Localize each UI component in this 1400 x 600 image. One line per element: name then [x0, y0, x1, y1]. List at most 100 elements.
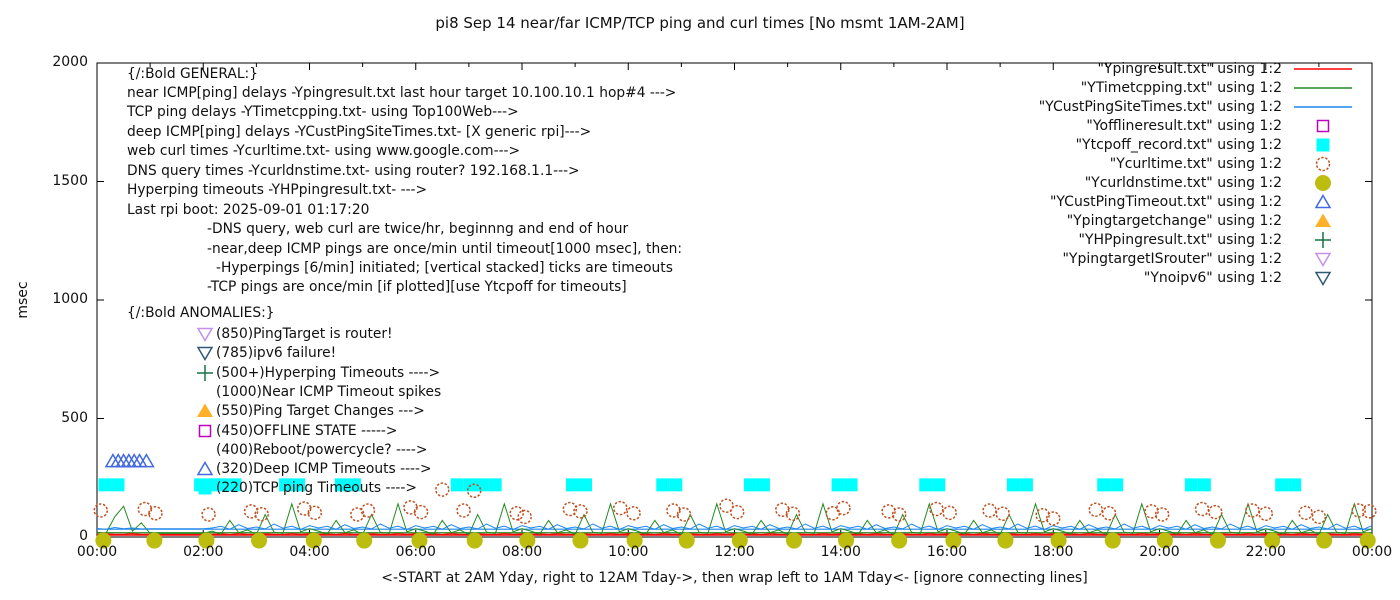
anomaly-text: (850)PingTarget is router!	[216, 326, 393, 342]
series-Ycurldnstime.txt-marker	[251, 532, 268, 549]
x-tick-label: 10:00	[608, 544, 649, 560]
series-Ytcpoff_record.txt-marker	[831, 478, 845, 492]
anomaly-text: (785)ipv6 failure!	[216, 345, 337, 362]
anomaly-item: (850)PingTarget is router!	[196, 325, 393, 343]
series-Ycurldnstime.txt-marker	[305, 532, 322, 549]
series-Ycurltime.txt-marker	[775, 502, 790, 517]
series-Ycurldnstime.txt-marker	[1209, 532, 1226, 549]
series-Ycurltime.txt-marker	[626, 506, 641, 521]
legend-row: "Ypingresult.txt" using 1:2	[1039, 59, 1356, 78]
series-Ytcpoff_record.txt-marker	[111, 478, 125, 492]
series-Ytcpoff_record.txt-marker	[1275, 478, 1289, 492]
line-icon	[1294, 67, 1352, 70]
legend-label: "Ytcpoff_record.txt" using 1:2	[1075, 136, 1282, 153]
series-YTimetcpping.txt	[96, 502, 1373, 536]
legend-label: "YHPpingresult.txt" using 1:2	[1078, 231, 1282, 248]
series-Ycurltime.txt-marker	[137, 501, 153, 517]
anomaly-item: (220)TCP ping Timeouts ---->	[196, 479, 417, 497]
anomaly-text: (320)Deep ICMP Timeouts ---->	[216, 461, 432, 478]
series-Ytcpoff_record.txt-marker	[932, 478, 946, 492]
series-Ycurldnstime.txt-marker	[945, 532, 962, 549]
series-Ycurldnstime.txt-marker	[572, 532, 589, 549]
series-Ytcpoff_record.txt-marker	[488, 478, 502, 492]
legend-label: "Yofflineresult.txt" using 1:2	[1086, 117, 1282, 134]
series-Ycurltime.txt-marker	[1298, 505, 1313, 521]
series-Ycurltime.txt-marker	[1311, 509, 1327, 525]
general-note-line: -near,deep ICMP pings are once/min until…	[207, 240, 683, 257]
series-Ycurltime.txt-marker	[360, 503, 376, 518]
legend-label: "YCustPingSiteTimes.txt" using 1:2	[1038, 98, 1282, 115]
series-Ytcpoff_record.txt-marker	[743, 478, 757, 492]
x-tick-label: 12:00	[714, 544, 755, 560]
circle-open-icon	[1315, 156, 1331, 171]
series-Ycurltime.txt-marker	[243, 504, 259, 519]
square-filled-icon	[1316, 138, 1330, 151]
series-YCustPingSiteTimes.txt	[96, 523, 1373, 530]
triangle-down-open-icon	[1314, 271, 1332, 286]
anomaly-text: (400)Reboot/powercycle? ---->	[216, 441, 428, 458]
series-Ycurltime.txt-marker	[201, 507, 216, 522]
series-Ycurltime.txt-marker	[517, 509, 532, 525]
legend-row: "Ynoipv6" using 1:2	[1039, 268, 1356, 287]
series-Ycurltime.txt-marker	[403, 500, 418, 515]
anomaly-item: (1000)Near ICMP Timeout spikes	[196, 383, 441, 401]
series-Ycurldnstime.txt-marker	[519, 532, 536, 549]
circle-filled-icon	[1315, 174, 1331, 191]
series-Ycurldnstime.txt-marker	[891, 532, 908, 549]
series-Ycurltime.txt-marker	[676, 507, 692, 522]
anomaly-item: (320)Deep ICMP Timeouts ---->	[196, 460, 432, 478]
legend-row: "YCustPingSiteTimes.txt" using 1:2	[1039, 97, 1356, 116]
spacer	[196, 383, 214, 401]
general-note-line: Last rpi boot: 2025-09-01 01:17:20	[127, 201, 370, 218]
series-Ytcpoff_record.txt-marker	[1019, 478, 1033, 492]
general-note-line: deep ICMP[ping] delays -YCustPingSiteTim…	[127, 123, 592, 140]
general-note-line: -DNS query, web curl are twice/hr, begin…	[207, 221, 629, 238]
triangle-up-filled-icon	[197, 403, 213, 418]
square-open-icon	[198, 424, 212, 437]
anomaly-text: (1000)Near ICMP Timeout spikes	[216, 383, 442, 400]
series-Ytcpoff_record.txt-marker	[578, 478, 592, 492]
triangle-down-open-icon	[196, 327, 214, 342]
x-tick-label: 00:00	[76, 544, 118, 560]
series-Ycurltime.txt-marker	[1194, 501, 1210, 517]
series-Ytcpoff_record.txt-marker	[1097, 478, 1111, 492]
series-Ycurltime.txt-marker	[350, 507, 365, 522]
series-Ycurldnstime.txt-marker	[198, 532, 215, 549]
plus-icon	[197, 364, 213, 381]
legend-row: "Ycurltime.txt" using 1:2	[1039, 154, 1356, 173]
legend-label: "YTimetcpping.txt" using 1:2	[1080, 79, 1282, 96]
plus-icon	[1315, 231, 1331, 248]
y-tick-label: 2000	[52, 54, 88, 70]
series-Ycurltime.txt-marker	[881, 504, 896, 519]
square-open-icon	[1316, 119, 1330, 132]
legend: "Ypingresult.txt" using 1:2 "YTimetcpping…	[1039, 59, 1356, 287]
series-Ycurltime.txt-marker	[93, 503, 108, 518]
series-Ytcpoff_record.txt-marker	[1184, 478, 1198, 492]
series-Ytcpoff_record.txt-marker	[1110, 478, 1124, 492]
series-Ytcpoff_record.txt-marker	[292, 478, 306, 492]
series-Ycurldnstime.txt-marker	[786, 532, 802, 549]
y-tick-label: 1500	[52, 172, 88, 189]
x-tick-label: 02:00	[183, 544, 224, 560]
series-Ycurltime.txt-marker	[466, 483, 482, 499]
series-Ycurldnstime.txt-marker	[1359, 532, 1376, 549]
anomalies-header: {/:Bold ANOMALIES:}	[127, 305, 275, 321]
anomaly-item: (450)OFFLINE STATE ----->	[196, 422, 397, 440]
general-note-line: Hyperping timeouts -YHPpingresult.txt- -…	[127, 182, 428, 199]
series-Ytcpoff_record.txt-marker	[844, 478, 858, 492]
x-axis-label: <-START at 2AM Yday, right to 12AM Tday-…	[381, 570, 1088, 586]
series-Ycurltime.txt-marker	[729, 504, 745, 520]
series-Ycurldnstime.txt-marker	[411, 532, 428, 549]
square-filled-icon	[198, 481, 212, 495]
series-Ycurltime.txt-marker	[307, 505, 323, 521]
series-Ytcpoff_record.txt-marker	[98, 478, 112, 492]
legend-row: "Ypingtargetchange" using 1:2	[1039, 211, 1356, 230]
legend-label: "YCustPingTimeout.txt" using 1:2	[1049, 193, 1282, 210]
series-Ycurltime.txt-marker	[613, 500, 628, 516]
legend-row: "YHPpingresult.txt" using 1:2	[1039, 230, 1356, 249]
x-tick-label: 14:00	[820, 544, 861, 560]
triangle-up-filled-icon	[1315, 213, 1331, 227]
y-tick-label: 1000	[52, 291, 88, 307]
series-Ycurldnstime.txt-marker	[678, 532, 695, 549]
